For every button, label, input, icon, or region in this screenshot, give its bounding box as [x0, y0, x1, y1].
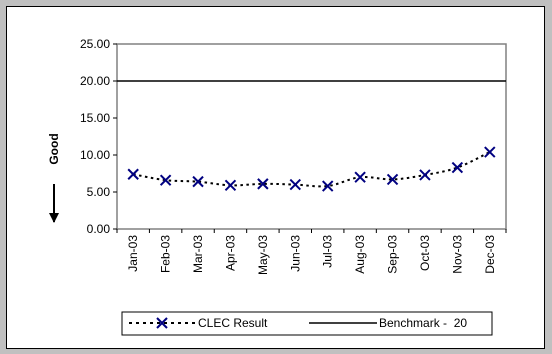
legend: CLEC Result Benchmark - 20: [121, 311, 493, 336]
x-tick-label: Aug-03: [353, 235, 367, 274]
legend-label-benchmark: Benchmark - 20: [379, 316, 467, 330]
x-tick-label: Nov-03: [450, 235, 464, 274]
x-tick-label: Mar-03: [191, 235, 205, 273]
clec-result-point-x-icon: [224, 179, 237, 192]
clec-result-point-x-icon: [289, 178, 301, 191]
y-tick-label: 15.00: [80, 111, 110, 125]
x-tick-label: Jul-03: [321, 235, 335, 268]
line-chart: 0.00 5.00 10.00 15.00 20.00 25.00 Jan-03 Feb-0…: [47, 37, 507, 336]
clec-result-point-x-icon: [386, 173, 399, 186]
clec-result-point-x-icon: [419, 169, 431, 181]
y-tick-label: 0.00: [87, 222, 111, 236]
chart-frame: 0.00 5.00 10.00 15.00 20.00 25.00 Jan-03 Feb-0…: [6, 6, 545, 349]
y-tick-label: 10.00: [80, 148, 110, 162]
clec-result-point-x-icon: [451, 161, 464, 174]
x-tick-label: Jun-03: [288, 235, 302, 272]
legend-box: [121, 311, 493, 336]
clec-result-point-x-icon: [127, 168, 139, 180]
plot-area: [116, 43, 507, 230]
y-axis: 0.00 5.00 10.00 15.00 20.00 25.00: [80, 37, 117, 236]
y-tick-label: 20.00: [80, 74, 110, 88]
clec-result-point-x-icon: [354, 171, 366, 183]
clec-result-point-x-icon: [257, 178, 269, 190]
x-tick-label: Dec-03: [483, 235, 497, 274]
x-tick-label: Jan-03: [126, 235, 140, 272]
y-tick-label: 5.00: [87, 185, 111, 199]
clec-result-point-x-icon: [192, 175, 204, 188]
legend-marker-x-icon: [156, 317, 168, 329]
clec-result-point-x-icon: [484, 146, 496, 158]
x-tick-label: May-03: [256, 235, 270, 275]
y-tick-label: 25.00: [80, 37, 110, 51]
legend-label-clec-result: CLEC Result: [198, 316, 268, 330]
y-axis-label: Good: [47, 133, 61, 164]
x-tick-label: Apr-03: [223, 235, 237, 271]
x-tick-label: Sep-03: [386, 235, 400, 274]
clec-result-point-x-icon: [322, 180, 334, 192]
x-axis: Jan-03 Feb-03 Mar-03 Apr-03 May-03 Jun-03 Jul-…: [116, 229, 507, 275]
clec-result-point-x-icon: [159, 174, 172, 186]
x-tick-label: Oct-03: [418, 235, 432, 271]
x-tick-label: Feb-03: [159, 235, 173, 273]
series-layer: [117, 80, 506, 192]
